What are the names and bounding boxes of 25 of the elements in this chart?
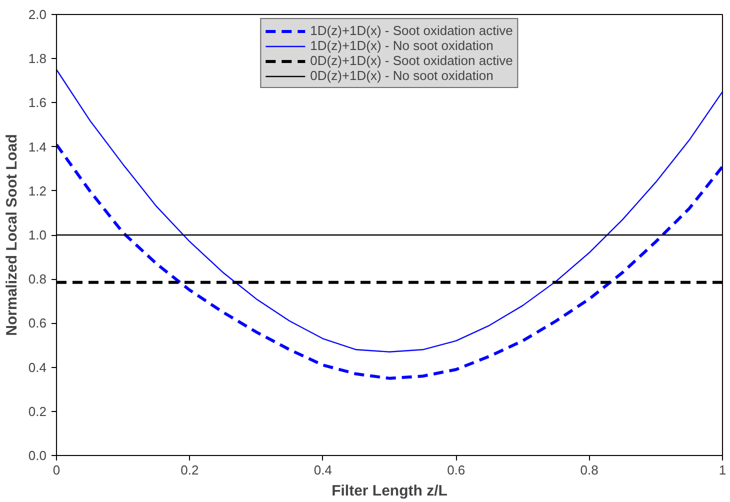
x-tick-label: 1 <box>718 462 726 478</box>
line-series <box>56 69 722 352</box>
x-tick-label: 0 <box>52 462 60 478</box>
x-tick-label: 0.6 <box>447 462 466 478</box>
y-tick-label: 0.4 <box>28 360 47 375</box>
line-series <box>56 143 722 380</box>
x-tick-label: 0.8 <box>580 462 598 478</box>
y-tick-label: 0.8 <box>28 272 47 287</box>
y-tick-label: 0.6 <box>28 316 47 331</box>
y-tick-label: 1.4 <box>28 139 47 154</box>
legend-label: 1D(z)+1D(x) - No soot oxidation <box>310 38 494 53</box>
x-axis-title: Filter Length z/L <box>332 482 448 500</box>
y-tick-label: 1.6 <box>28 95 47 110</box>
y-tick-label: 1.0 <box>28 228 47 242</box>
y-tick-label: 2.0 <box>28 7 47 22</box>
legend-label: 0D(z)+1D(x) - Soot oxidation active <box>310 53 513 68</box>
y-tick-label: 0.2 <box>28 404 47 419</box>
legend-label: 1D(z)+1D(x) - Soot oxidation active <box>310 23 513 38</box>
legend-label: 0D(z)+1D(x) - No soot oxidation <box>310 68 494 83</box>
x-tick-label: 0.2 <box>180 462 199 478</box>
y-axis-title: Normalized Local Soot Load <box>3 134 20 336</box>
x-tick-label: 0.4 <box>314 462 332 478</box>
y-tick-label: 1.8 <box>28 51 47 66</box>
y-tick-label: 1.2 <box>28 183 47 198</box>
y-tick-label: 0.0 <box>28 448 47 463</box>
